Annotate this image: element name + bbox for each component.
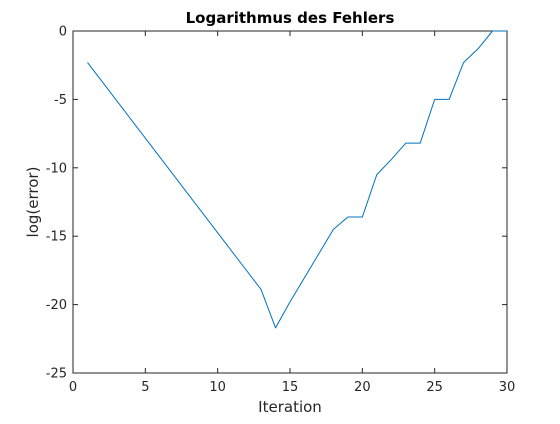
y-tick-label: -10	[46, 161, 67, 176]
y-tick-label: -20	[46, 298, 67, 313]
x-tick-label: 15	[282, 380, 299, 395]
y-tick-label: 0	[59, 25, 67, 40]
y-tick-label: -5	[54, 93, 67, 108]
x-tick-label: 30	[499, 380, 516, 395]
x-tick-label: 20	[354, 380, 371, 395]
x-tick-label: 10	[209, 380, 226, 395]
y-tick-label: -15	[46, 230, 67, 245]
y-axis-label: log(error)	[24, 167, 42, 238]
y-tick-label: -25	[46, 367, 67, 382]
x-tick-label: 25	[426, 380, 443, 395]
axes-box	[73, 31, 507, 373]
x-axis-label: Iteration	[258, 398, 322, 416]
x-tick-label: 5	[141, 380, 149, 395]
plot-layer: 0 5 10 15 20 25 30 0 -5 -10 -15 -20 -25	[46, 25, 516, 396]
x-tick-label: 0	[69, 380, 77, 395]
chart-title: Logarithmus des Fehlers	[186, 9, 395, 27]
